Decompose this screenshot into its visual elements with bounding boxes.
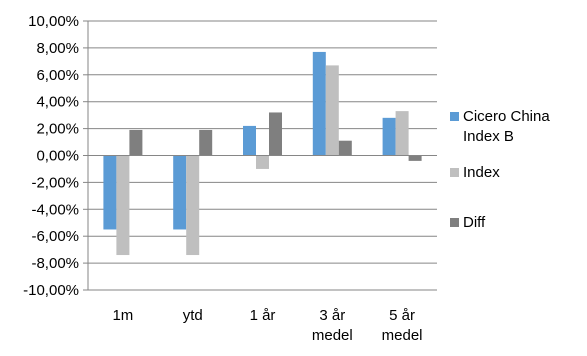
bar (338, 140, 352, 156)
bar (312, 51, 326, 156)
bar (256, 155, 269, 169)
bar (116, 155, 130, 256)
y-tick-label: -6,00% (31, 228, 79, 245)
legend-item: Cicero China Index B (450, 108, 550, 145)
bar (173, 155, 187, 230)
legend-swatch (450, 218, 459, 227)
y-tick-label: 6,00% (36, 67, 79, 84)
bar (243, 125, 256, 156)
x-tick-label: 3 år medel (312, 307, 353, 344)
bar (408, 155, 422, 161)
bar (103, 155, 117, 230)
legend-swatch (450, 112, 459, 121)
legend-item: Diff (450, 214, 486, 231)
y-tick-label: 0,00% (36, 148, 79, 165)
bar (382, 117, 396, 156)
y-tick-label: 2,00% (36, 121, 79, 138)
bar (269, 112, 282, 156)
bar (186, 155, 200, 256)
bar (129, 129, 143, 156)
legend-swatch (450, 168, 459, 177)
x-tick-label: 1 år (250, 307, 276, 324)
legend-label: Cicero China Index B (463, 108, 550, 145)
legend-item: Index (450, 164, 500, 181)
bar (325, 65, 339, 156)
bars (103, 51, 422, 256)
bar (395, 111, 409, 156)
x-tick-label: 1m (112, 307, 133, 324)
x-tick-labels: 1m ytd 1 år 3 år medel 5 år medel (112, 307, 422, 344)
legend-label: Index (463, 164, 500, 181)
x-tick-label: 5 år medel (382, 307, 423, 344)
y-tick-label: -2,00% (31, 174, 79, 191)
axes (83, 20, 437, 291)
bar (199, 129, 213, 156)
y-tick-labels: 10,00% 8,00% 6,00% 4,00% 2,00% 0,00% -2,00% -4,… (23, 13, 79, 299)
y-tick-label: 8,00% (36, 40, 79, 57)
x-tick-label: ytd (183, 307, 203, 324)
y-tick-label: -10,00% (23, 282, 79, 299)
y-tick-label: 10,00% (28, 13, 79, 30)
legend-label: Diff (463, 214, 486, 231)
y-tick-label: -4,00% (31, 201, 79, 218)
legend: Cicero China Index B Index Diff (450, 108, 550, 231)
y-tick-label: 4,00% (36, 94, 79, 111)
y-tick-label: -8,00% (31, 255, 79, 272)
